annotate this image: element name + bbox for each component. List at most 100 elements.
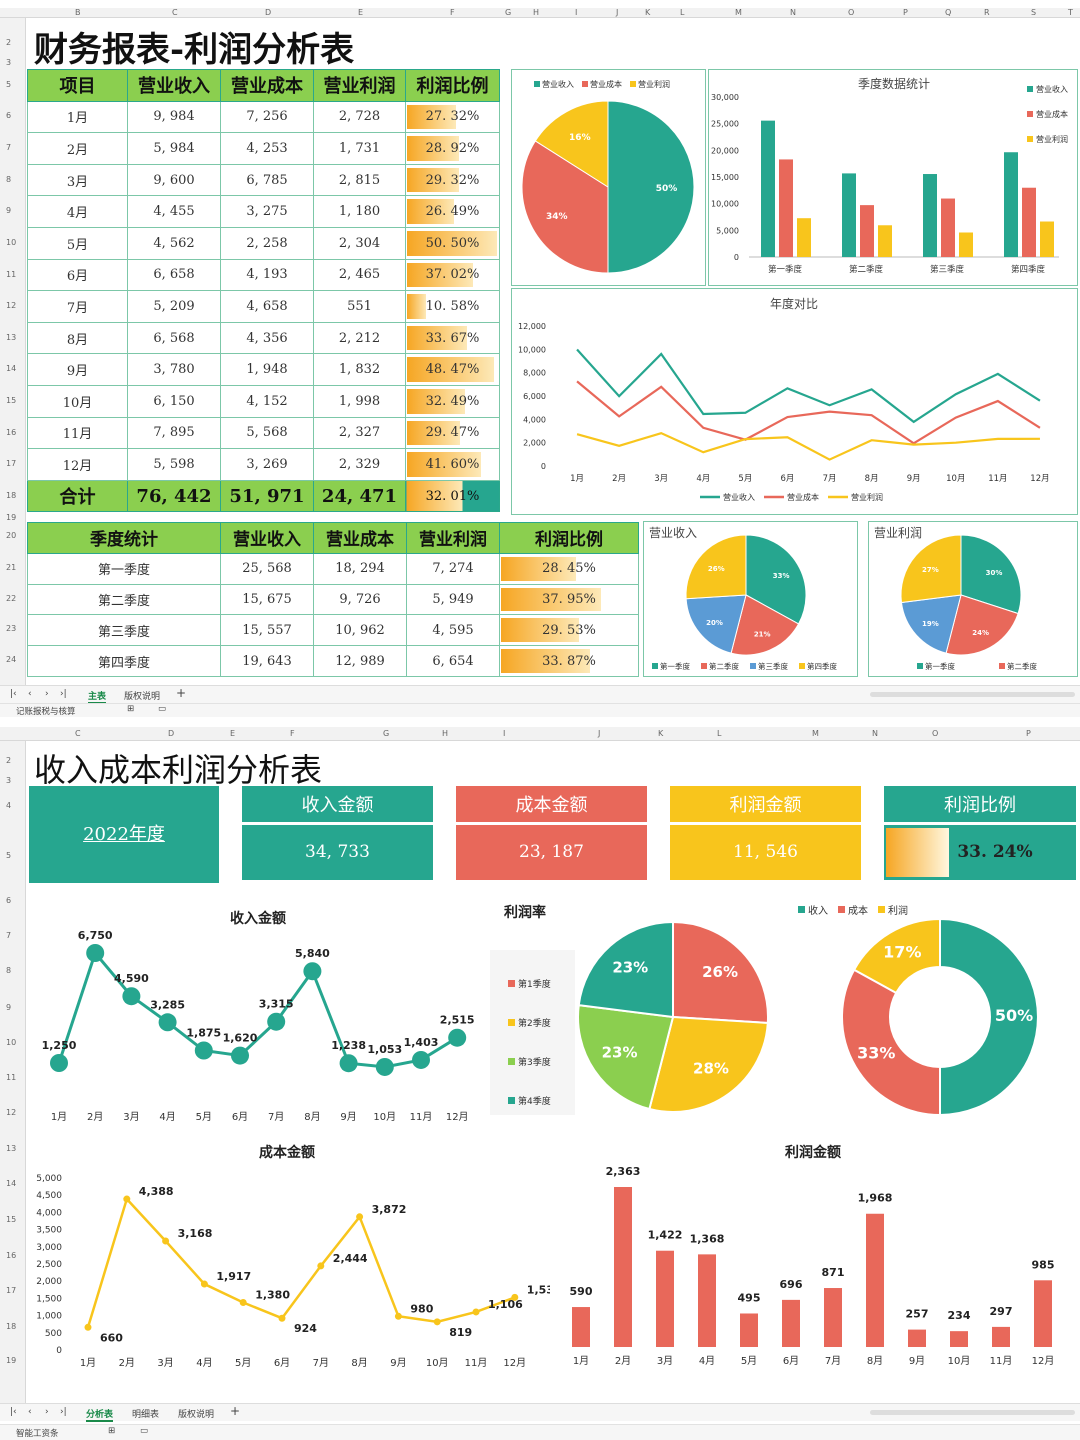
cell-month[interactable]: 3月	[27, 163, 128, 197]
cell-rev[interactable]: 25, 568	[220, 552, 314, 585]
row-number[interactable]: 18	[6, 491, 17, 500]
row-number[interactable]: 9	[6, 206, 12, 215]
cell-cost[interactable]: 7, 256	[220, 100, 314, 134]
column-letter[interactable]: F	[290, 729, 295, 738]
cell-month[interactable]: 12月	[27, 448, 128, 481]
cell-ratio[interactable]: 33. 67%	[405, 321, 500, 355]
row-number[interactable]: 2	[6, 756, 12, 765]
cell-cost[interactable]: 4, 193	[220, 258, 314, 292]
column-letter[interactable]: C	[75, 729, 81, 738]
year-label[interactable]: 2022年度	[29, 786, 219, 883]
column-letter[interactable]: L	[680, 8, 685, 17]
cell-rev[interactable]: 4, 562	[127, 226, 221, 260]
row-number[interactable]: 13	[6, 1144, 17, 1153]
cell-cost[interactable]: 1, 948	[220, 353, 314, 386]
total-ratio[interactable]: 32. 01%	[405, 479, 500, 513]
revenue-pie-chart[interactable]: 营业收入 33% 21% 20% 26% 第一季度 第二季度 第三季度 第四季度	[643, 521, 858, 677]
row-number[interactable]: 12	[6, 301, 17, 310]
column-letter[interactable]: T	[1068, 8, 1073, 17]
cell-month[interactable]: 11月	[27, 416, 128, 450]
cell-rev[interactable]: 15, 675	[220, 583, 314, 616]
cost-line-chart[interactable]: 成本金额 5,000 4,500 4,000 3,500 3,000 2,500 2,000 1…	[30, 1135, 550, 1375]
cell-cost[interactable]: 3, 269	[220, 448, 314, 481]
column-letter[interactable]: H	[442, 729, 449, 738]
cell-profit[interactable]: 7, 274	[406, 552, 500, 585]
row-number[interactable]: 11	[6, 1073, 17, 1082]
row-number[interactable]: 6	[6, 896, 12, 905]
column-letter[interactable]: I	[575, 8, 578, 17]
cell-profit[interactable]: 551	[313, 290, 406, 323]
column-letter[interactable]: E	[358, 8, 364, 17]
cell-rev[interactable]: 5, 598	[127, 448, 221, 481]
cell-ratio[interactable]: 28. 45%	[499, 552, 639, 585]
column-letter[interactable]: R	[984, 8, 990, 17]
status-label-2[interactable]: 智能工资条	[16, 1429, 59, 1439]
row-number[interactable]: 15	[6, 396, 17, 405]
column-letter[interactable]: D	[168, 729, 175, 738]
cell-month[interactable]: 5月	[27, 226, 128, 260]
pie-total-chart[interactable]: 营业收入 营业成本 营业利润 50% 34% 16%	[511, 69, 706, 286]
cell-rev[interactable]: 6, 568	[127, 321, 221, 355]
row-number[interactable]: 8	[6, 966, 12, 975]
cell-ratio[interactable]: 29. 32%	[405, 163, 500, 197]
cell-profit[interactable]: 2, 815	[313, 163, 406, 197]
column-letter[interactable]: M	[735, 8, 742, 17]
column-letter[interactable]: I	[503, 729, 506, 738]
cell-ratio[interactable]: 41. 60%	[405, 448, 500, 481]
grid-icon[interactable]: ⊞	[127, 704, 135, 714]
row-number[interactable]: 18	[6, 1322, 17, 1331]
h-scrollbar-2[interactable]	[870, 1410, 1075, 1415]
row-number[interactable]: 14	[6, 364, 17, 373]
column-letter[interactable]: N	[790, 8, 796, 17]
cell-ratio[interactable]: 37. 95%	[499, 583, 639, 616]
h-scrollbar[interactable]	[870, 692, 1075, 697]
row-number[interactable]: 5	[6, 851, 12, 860]
cell-cost[interactable]: 4, 152	[220, 384, 314, 418]
cell-month[interactable]: 8月	[27, 321, 128, 355]
header-cell[interactable]: 营业利润	[406, 522, 500, 554]
cell-cost[interactable]: 6, 785	[220, 163, 314, 197]
cell-cost[interactable]: 9, 726	[313, 583, 407, 616]
cell-profit[interactable]: 1, 731	[313, 132, 406, 165]
cell-ratio[interactable]: 26. 49%	[405, 195, 500, 228]
row-number[interactable]: 10	[6, 238, 17, 247]
cell-ratio[interactable]: 50. 50%	[405, 226, 500, 260]
column-letter[interactable]: S	[1031, 8, 1037, 17]
row-number[interactable]: 17	[6, 1286, 17, 1295]
cell-profit[interactable]: 1, 998	[313, 384, 406, 418]
column-letter[interactable]: N	[872, 729, 878, 738]
status-label[interactable]: 记账报税与核算	[16, 707, 76, 717]
income-line-chart[interactable]: 收入金额 1,250 1月 6,750 2月 4,590 3月 3,285 4月 1,875 5月 1…	[30, 900, 490, 1130]
tab-analysis[interactable]: 分析表	[86, 1407, 114, 1422]
row-number[interactable]: 13	[6, 333, 17, 342]
column-letter[interactable]: J	[598, 729, 601, 738]
view-icon-2[interactable]: ▭	[140, 1426, 149, 1436]
column-letter[interactable]: D	[265, 8, 272, 17]
cell-cost[interactable]: 2, 258	[220, 226, 314, 260]
cell-cost[interactable]: 12, 989	[313, 645, 407, 677]
cell-ratio[interactable]: 27. 32%	[405, 100, 500, 134]
cell-ratio[interactable]: 32. 49%	[405, 384, 500, 418]
header-cell[interactable]: 利润比例	[405, 69, 500, 102]
row-number[interactable]: 5	[6, 80, 12, 89]
cell-profit[interactable]: 4, 595	[406, 614, 500, 647]
header-cell[interactable]: 营业收入	[127, 69, 221, 102]
column-letter[interactable]: G	[383, 729, 390, 738]
year-line-chart[interactable]: 年度对比 12,000 10,000 8,000 6,000 4,000 2,000 0 1月 2…	[511, 288, 1078, 515]
cell-rev[interactable]: 9, 984	[127, 100, 221, 134]
cell-cost[interactable]: 5, 568	[220, 416, 314, 450]
header-cell[interactable]: 营业收入	[220, 522, 314, 554]
cell-q[interactable]: 第三季度	[27, 614, 221, 647]
add-sheet-icon[interactable]: +	[176, 686, 187, 700]
header-cell[interactable]: 利润比例	[499, 522, 639, 554]
column-letter[interactable]: O	[848, 8, 855, 17]
cell-month[interactable]: 6月	[27, 258, 128, 292]
cell-profit[interactable]: 2, 212	[313, 321, 406, 355]
income-cost-profit-donut[interactable]: 收入 成本 利润 50% 33% 17%	[790, 895, 1080, 1125]
row-number[interactable]: 7	[6, 143, 12, 152]
row-number[interactable]: 8	[6, 175, 12, 184]
row-number[interactable]: 3	[6, 776, 12, 785]
cell-month[interactable]: 2月	[27, 132, 128, 165]
row-number[interactable]: 19	[6, 1356, 17, 1365]
cell-profit[interactable]: 2, 728	[313, 100, 406, 134]
